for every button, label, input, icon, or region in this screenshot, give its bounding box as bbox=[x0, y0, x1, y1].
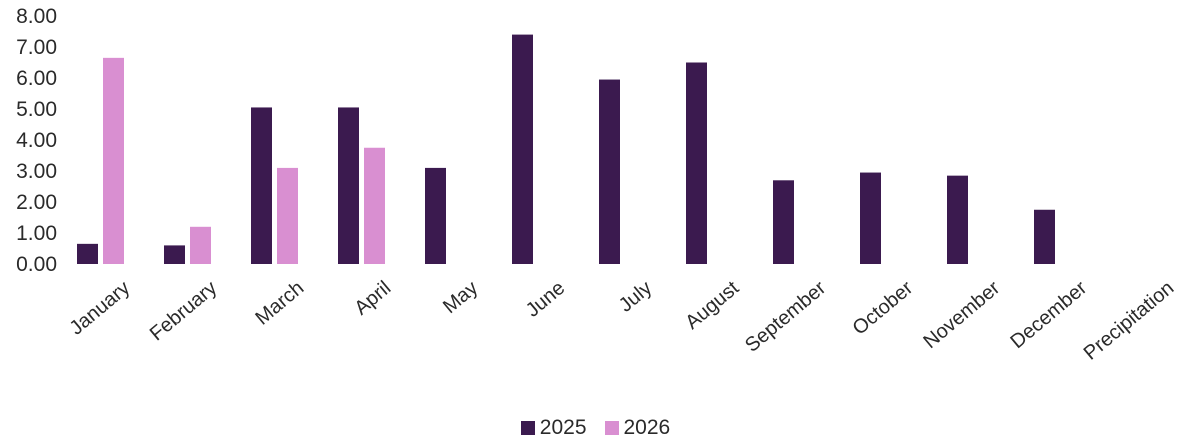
y-tick-label: 2.00 bbox=[16, 191, 57, 214]
x-tick-label-august: August bbox=[681, 277, 743, 334]
x-tick-label-november: November bbox=[919, 277, 1004, 353]
legend-swatch-2026 bbox=[604, 421, 619, 435]
bar-2025-march bbox=[251, 107, 272, 264]
y-tick-label: 1.00 bbox=[16, 222, 57, 245]
bar-2025-august bbox=[686, 62, 707, 264]
y-tick-label: 4.00 bbox=[16, 129, 57, 152]
y-tick-label: 0.00 bbox=[16, 253, 57, 276]
bar-2026-january bbox=[103, 57, 124, 264]
y-tick-label: 7.00 bbox=[16, 36, 57, 59]
bar-2025-february bbox=[164, 245, 185, 264]
x-tick-label-october: October bbox=[849, 277, 918, 340]
bar-2025-december bbox=[1034, 209, 1055, 264]
bar-2025-november bbox=[947, 175, 968, 264]
x-tick-label-september: September bbox=[741, 277, 830, 357]
bar-chart: 0.00 1.00 2.00 3.00 4.00 5.00 6.00 7.00 8.00 Janu… bbox=[16, 5, 1178, 365]
x-tick-label-june: June bbox=[522, 277, 569, 322]
bar-2026-march bbox=[277, 167, 298, 264]
legend-label-2026: 2026 bbox=[623, 416, 671, 439]
x-tick-label-april: April bbox=[350, 277, 395, 320]
bar-2026-april bbox=[364, 147, 385, 264]
bar-2025-may bbox=[425, 167, 446, 264]
y-tick-label: 3.00 bbox=[16, 160, 57, 183]
x-tick-label-march: March bbox=[251, 277, 308, 330]
legend-swatch-2025 bbox=[520, 421, 535, 435]
legend-label-2025: 2025 bbox=[539, 416, 587, 439]
y-tick-label: 6.00 bbox=[16, 67, 57, 90]
legend-item-2026: 2026 bbox=[604, 416, 671, 440]
x-tick-label-december: December bbox=[1006, 277, 1091, 353]
bar-2025-july bbox=[599, 79, 620, 264]
x-tick-label-january: January bbox=[66, 277, 135, 340]
bar-2025-october bbox=[860, 172, 881, 264]
y-tick-label: 8.00 bbox=[16, 5, 57, 28]
legend-item-2025: 2025 bbox=[520, 416, 587, 440]
y-tick-label: 5.00 bbox=[16, 98, 57, 121]
bar-2025-april bbox=[338, 107, 359, 264]
x-tick-label-july: July bbox=[615, 277, 656, 317]
bar-2025-june bbox=[512, 34, 533, 264]
x-tick-label-may: May bbox=[439, 277, 482, 318]
x-tick-label-february: February bbox=[146, 277, 221, 345]
x-tick-label-precipitation: Precipitation bbox=[1080, 277, 1178, 365]
bar-2025-september bbox=[773, 180, 794, 264]
bar-2026-february bbox=[190, 226, 211, 264]
legend: 2025 2026 bbox=[0, 416, 1191, 440]
bar-2025-january bbox=[77, 243, 98, 264]
